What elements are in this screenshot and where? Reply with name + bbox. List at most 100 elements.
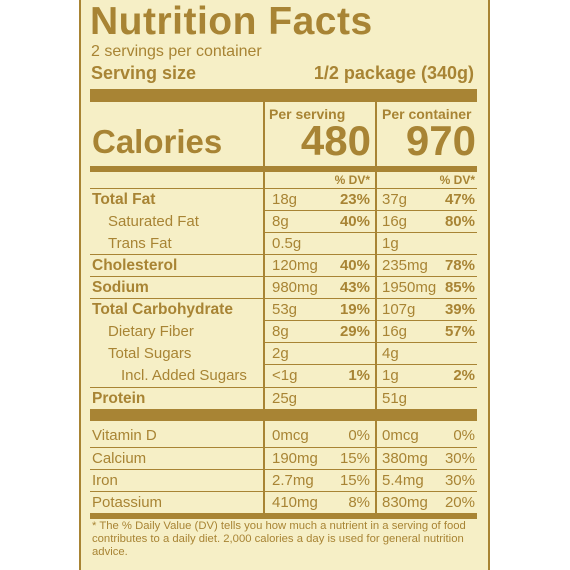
servings-per-container: 2 servings per container	[91, 43, 262, 60]
nutrition-facts-label: Nutrition Facts 2 servings per container…	[79, 0, 490, 570]
amount-per-serving: 190mg	[272, 450, 318, 467]
vitamin-name: Potassium	[92, 494, 163, 511]
thick-divider	[90, 89, 477, 102]
nutrient-name: Total Fat	[92, 191, 156, 208]
calories-label: Calories	[92, 123, 223, 160]
dv-per-serving: 23%	[339, 191, 370, 208]
nutrient-name: Protein	[92, 390, 146, 407]
nutrient-row-protein: Protein 25g 51g	[81, 388, 488, 410]
amount-per-serving: 120mg	[272, 257, 318, 274]
dv-per-container: 20%	[444, 494, 475, 511]
nutrient-row-total-sugars: Total Sugars 2g 4g	[81, 343, 488, 365]
amount-per-container: 4g	[382, 345, 399, 362]
row-divider	[263, 210, 477, 211]
row-divider	[90, 469, 477, 470]
amount-per-container: 51g	[382, 390, 408, 407]
row-divider	[90, 254, 477, 255]
row-divider	[263, 320, 477, 321]
amount-per-serving: 0mcg	[272, 427, 309, 444]
nutrient-row-total-carbohydrate: Total Carbohydrate 53g 19% 107g 39%	[81, 299, 488, 321]
nutrient-row-added-sugars: Incl. Added Sugars <1g 1% 1g 2%	[81, 365, 488, 387]
dv-per-serving: 19%	[339, 301, 370, 318]
nutrient-name: Saturated Fat	[108, 213, 199, 230]
amount-per-serving: 8g	[272, 213, 289, 230]
vitamin-row-iron: Iron 2.7mg 15% 5.4mg 30%	[81, 470, 488, 492]
row-divider	[90, 188, 477, 189]
amount-per-container: 5.4mg	[382, 472, 424, 489]
dv-per-serving: 0%	[348, 427, 370, 444]
dv-per-container: 30%	[444, 450, 475, 467]
row-divider	[263, 232, 477, 233]
dv-per-container: 85%	[444, 279, 475, 296]
row-divider	[90, 447, 477, 448]
nutrient-name: Cholesterol	[92, 257, 178, 274]
nutrient-name: Sodium	[92, 279, 149, 296]
amount-per-container: 107g	[382, 301, 416, 318]
dv-header-per-container: % DV*	[439, 173, 475, 187]
row-divider	[90, 491, 477, 492]
daily-value-footnote: * The % Daily Value (DV) tells you how m…	[92, 520, 466, 558]
amount-per-container: 380mg	[382, 450, 428, 467]
row-divider	[263, 364, 477, 365]
amount-per-container: 16g	[382, 323, 408, 340]
vitamin-name: Calcium	[92, 450, 147, 467]
vitamin-row-vitamin-d: Vitamin D 0mcg 0% 0mcg 0%	[81, 425, 488, 447]
amount-per-serving: 18g	[272, 191, 298, 208]
amount-per-serving: 53g	[272, 301, 298, 318]
nutrient-name: Dietary Fiber	[108, 323, 194, 340]
column-divider	[375, 102, 377, 513]
vitamin-row-calcium: Calcium 190mg 15% 380mg 30%	[81, 448, 488, 470]
row-divider	[90, 298, 477, 299]
dv-per-serving: 1%	[348, 367, 370, 384]
amount-per-container: 37g	[382, 191, 408, 208]
label-title: Nutrition Facts	[90, 0, 373, 43]
dv-per-serving: 40%	[339, 213, 370, 230]
amount-per-container: 0mcg	[382, 427, 419, 444]
per-serving-header: Per serving	[269, 106, 346, 122]
dv-per-serving: 15%	[339, 472, 370, 489]
dv-per-serving: 43%	[339, 279, 370, 296]
amount-per-serving: 0.5g	[272, 235, 302, 252]
nutrient-row-dietary-fiber: Dietary Fiber 8g 29% 16g 57%	[81, 321, 488, 343]
dv-per-container: 80%	[444, 213, 475, 230]
amount-per-serving: 2.7mg	[272, 472, 314, 489]
dv-header-per-serving: % DV*	[334, 173, 370, 187]
nutrient-row-saturated-fat: Saturated Fat 8g 40% 16g 80%	[81, 211, 488, 233]
nutrient-name: Trans Fat	[108, 235, 172, 252]
amount-per-serving: <1g	[272, 367, 298, 384]
row-divider	[263, 342, 477, 343]
bottom-divider	[90, 513, 477, 519]
dv-per-container: 39%	[444, 301, 475, 318]
nutrient-name: Incl. Added Sugars	[121, 367, 247, 384]
amount-per-container: 235mg	[382, 257, 428, 274]
dv-per-container: 0%	[453, 427, 475, 444]
dv-per-container: 47%	[444, 191, 475, 208]
row-divider	[90, 276, 477, 277]
amount-per-serving: 8g	[272, 323, 289, 340]
per-container-header: Per container	[382, 106, 472, 122]
row-divider	[90, 387, 477, 388]
dv-per-serving: 40%	[339, 257, 370, 274]
amount-per-serving: 2g	[272, 345, 289, 362]
dv-per-serving: 8%	[348, 494, 370, 511]
serving-size-value: 1/2 package (340g)	[313, 63, 474, 83]
nutrient-row-total-fat: Total Fat 18g 23% 37g 47%	[81, 189, 488, 211]
amount-per-container: 1950mg	[382, 279, 437, 296]
dv-per-serving: 15%	[339, 450, 370, 467]
dv-per-container: 2%	[453, 367, 475, 384]
dv-per-serving: 29%	[339, 323, 370, 340]
vitamin-name: Vitamin D	[92, 427, 157, 444]
amount-per-serving: 25g	[272, 390, 298, 407]
amount-per-container: 16g	[382, 213, 408, 230]
calories-per-container: 970	[405, 117, 476, 164]
amount-per-container: 830mg	[382, 494, 428, 511]
dv-per-container: 57%	[444, 323, 475, 340]
dv-per-container: 30%	[444, 472, 475, 489]
serving-size-label: Serving size	[91, 63, 197, 83]
amount-per-container: 1g	[382, 367, 399, 384]
nutrient-name: Total Carbohydrate	[92, 301, 233, 318]
column-divider	[263, 102, 265, 513]
nutrient-row-trans-fat: Trans Fat 0.5g 1g	[81, 233, 488, 255]
nutrient-name: Total Sugars	[108, 345, 192, 362]
nutrient-row-sodium: Sodium 980mg 43% 1950mg 85%	[81, 277, 488, 299]
